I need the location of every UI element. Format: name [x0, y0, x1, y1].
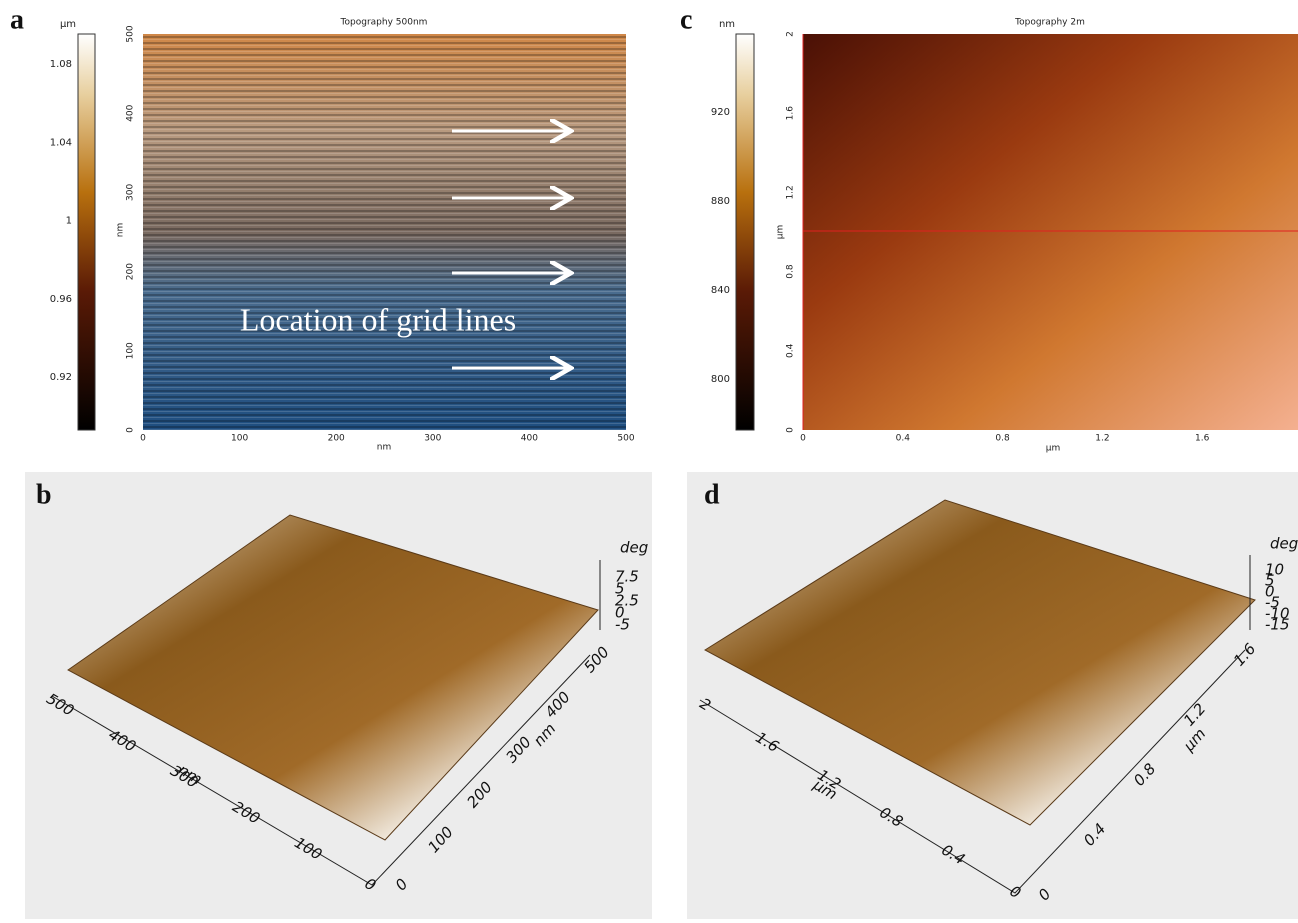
panel-label: d — [704, 479, 720, 510]
tick-label: 500 — [126, 25, 136, 42]
figure: a Topography 500nm µm Location of grid l… — [0, 0, 1298, 919]
tick-label: 0 — [126, 427, 136, 433]
tick-label: 0.96 — [50, 294, 72, 305]
tick-label: 0 — [786, 427, 796, 433]
tick-label: 200 — [328, 434, 345, 444]
panel-label: b — [36, 479, 52, 510]
tick-label: 300 — [126, 184, 136, 201]
colorbar — [78, 34, 95, 430]
tick-label: 0.8 — [786, 264, 796, 279]
scan-lines — [143, 34, 626, 430]
tick-label: 0.92 — [50, 372, 72, 383]
tick-label: 880 — [711, 196, 730, 207]
y-axis-label: nm — [116, 223, 126, 237]
panel-title: Topography 2m — [1014, 18, 1085, 28]
tick-label: 0.4 — [896, 434, 911, 444]
tick-label: 1.6 — [1195, 434, 1210, 444]
tick-label: 300 — [424, 434, 441, 444]
tick-label: 400 — [126, 104, 136, 121]
tick-label: 1.08 — [50, 59, 72, 70]
tick-label: 1 — [66, 216, 72, 227]
panel-label: a — [10, 4, 24, 35]
tick-label: -5 — [615, 616, 630, 634]
panel-title: Topography 500nm — [340, 18, 428, 28]
tick-label: 0 — [800, 434, 806, 444]
tick-label: 500 — [617, 434, 634, 444]
panel-label: c — [680, 4, 692, 35]
colorbar — [736, 34, 754, 430]
colorbar-unit: nm — [719, 19, 735, 30]
tick-label: 0 — [140, 434, 146, 444]
tick-label: 100 — [126, 342, 136, 359]
colorbar-unit: µm — [60, 19, 76, 30]
tick-label: 2 — [786, 31, 796, 37]
topography-image — [803, 34, 1298, 430]
tick-label: 1.6 — [786, 106, 796, 121]
tick-label: 1.04 — [50, 137, 72, 148]
tick-label: 0.8 — [995, 434, 1010, 444]
tick-label: 920 — [711, 107, 730, 118]
tick-label: 800 — [711, 374, 730, 385]
tick-label: 200 — [126, 263, 136, 280]
tick-label: -15 — [1265, 616, 1290, 634]
tick-label: 1.2 — [786, 185, 796, 199]
annotation: Location of grid lines — [240, 301, 516, 337]
x-axis-label: µm — [1046, 444, 1061, 454]
z-axis-unit: deg — [620, 539, 648, 557]
tick-label: 0.4 — [786, 343, 796, 358]
tick-label: 840 — [711, 285, 730, 296]
x-axis-label: nm — [377, 443, 391, 453]
z-axis-unit: deg — [1270, 535, 1298, 553]
tick-label: 100 — [231, 434, 248, 444]
y-axis-label: µm — [776, 225, 786, 240]
tick-label: 400 — [521, 434, 538, 444]
tick-label: 1.2 — [1095, 434, 1109, 444]
